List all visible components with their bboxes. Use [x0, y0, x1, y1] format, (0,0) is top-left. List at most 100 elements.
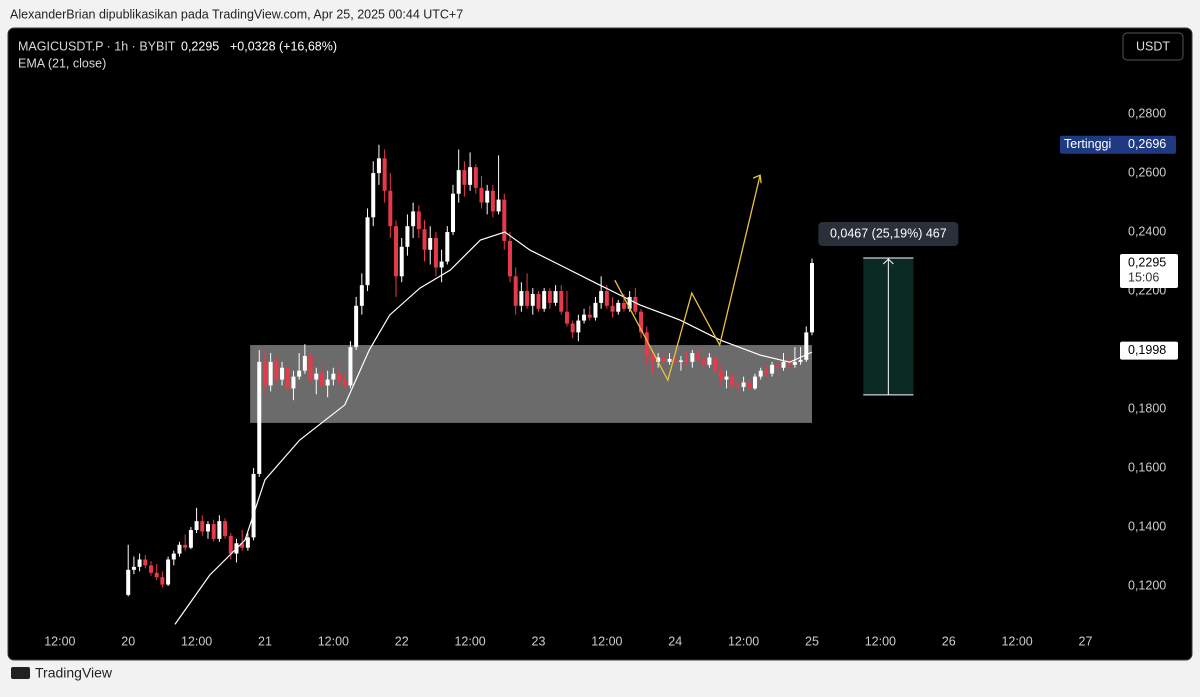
candle-body — [445, 232, 450, 262]
candle-body — [411, 211, 416, 227]
candle-body — [291, 376, 296, 389]
candle-body — [553, 291, 558, 303]
candle-body — [764, 370, 769, 374]
x-tick-label: 12:00 — [454, 634, 485, 648]
candle-body — [171, 553, 176, 560]
candle-body — [319, 373, 324, 386]
candle-body — [354, 305, 359, 348]
candle-body — [718, 370, 723, 380]
candle-body — [200, 521, 205, 532]
candle-body — [211, 524, 216, 539]
y-tick-label: 0,1800 — [1128, 401, 1166, 415]
candle-body — [690, 353, 695, 362]
candle-body — [787, 361, 792, 365]
candle-body — [166, 559, 171, 585]
candle-body — [490, 190, 495, 212]
candle-body — [365, 217, 370, 286]
candle-body — [149, 565, 154, 573]
candle-body — [644, 332, 649, 356]
candle-body — [160, 577, 165, 585]
x-tick-label: 25 — [805, 634, 819, 648]
brand-logo — [11, 667, 30, 679]
candle-body — [302, 355, 307, 371]
candle-body — [496, 199, 501, 212]
currency-label[interactable]: USDT — [1136, 39, 1170, 53]
candle-body — [639, 311, 644, 333]
candle-body — [479, 187, 484, 203]
candle-body — [781, 361, 786, 368]
candle-body — [593, 302, 598, 318]
candle-body — [559, 291, 564, 312]
candle-body — [274, 361, 279, 380]
candle-body — [416, 211, 421, 230]
candle-body — [547, 291, 552, 303]
price-change: +0,0328 (+16,68%) — [230, 39, 337, 53]
measure-arrow-head — [882, 258, 894, 265]
candle-body — [240, 543, 245, 548]
candle-body — [701, 358, 706, 365]
candle-body — [599, 291, 604, 303]
candle-body — [542, 291, 547, 309]
candle-body — [428, 237, 433, 250]
candle-body — [183, 544, 188, 548]
candle-body — [792, 361, 797, 365]
x-tick-label: 27 — [1079, 634, 1093, 648]
brand-name: TradingView — [35, 665, 113, 681]
candle-body — [376, 158, 381, 174]
candle-body — [753, 376, 758, 389]
candle-body — [741, 382, 746, 387]
candle-body — [280, 367, 285, 380]
candle-body — [587, 314, 592, 318]
candle-body — [621, 302, 626, 309]
ema-line — [174, 231, 813, 625]
x-tick-label: 12:00 — [181, 634, 212, 648]
candle-body — [188, 530, 193, 548]
price-label-box — [1120, 341, 1178, 360]
candle-body — [451, 193, 456, 233]
trend-arrow-head — [752, 174, 762, 184]
candle-body — [342, 381, 347, 386]
candle-body — [678, 360, 683, 362]
price-label-value: 0,2696 — [1128, 137, 1166, 151]
x-tick-label: 20 — [121, 634, 135, 648]
candle-body — [775, 364, 780, 368]
candle-body — [684, 360, 689, 362]
x-tick-label: 12:00 — [865, 634, 896, 648]
candle-body — [268, 361, 273, 386]
candle-body — [433, 237, 438, 268]
attribution: AlexanderBrian dipublikasikan pada Tradi… — [10, 7, 463, 21]
candle-body — [730, 376, 735, 386]
candle-body — [359, 285, 364, 306]
y-tick-label: 0,2800 — [1128, 106, 1166, 120]
candle-body — [394, 226, 399, 277]
candle-body — [422, 229, 427, 250]
price-label-value: 0,1998 — [1128, 343, 1166, 357]
x-tick-label: 23 — [532, 634, 546, 648]
currency-button[interactable] — [1122, 32, 1184, 61]
candle-body — [245, 537, 250, 548]
candle-body — [604, 291, 609, 306]
candle-body — [798, 359, 803, 362]
candle-body — [696, 353, 701, 359]
candle-body — [257, 361, 262, 474]
candle-body — [137, 559, 142, 567]
candle-body — [468, 167, 473, 185]
candle-body — [507, 240, 512, 277]
candle-body — [650, 355, 655, 362]
candle-body — [610, 305, 615, 312]
y-tick-label: 0,1200 — [1128, 578, 1166, 592]
candle-body — [530, 294, 535, 306]
candle-body — [131, 566, 136, 570]
candle-body — [194, 521, 199, 530]
candle-body — [564, 311, 569, 324]
x-tick-label: 22 — [395, 634, 409, 648]
y-tick-label: 0,1600 — [1128, 460, 1166, 474]
candle-body — [502, 199, 507, 241]
candle-body — [251, 473, 256, 538]
indicator-label: EMA (21, close) — [18, 56, 106, 70]
candle-body — [747, 382, 752, 389]
candle-body — [519, 291, 524, 306]
candle-body — [804, 332, 809, 360]
candle-body — [485, 190, 490, 203]
y-tick-label: 0,2400 — [1128, 224, 1166, 238]
